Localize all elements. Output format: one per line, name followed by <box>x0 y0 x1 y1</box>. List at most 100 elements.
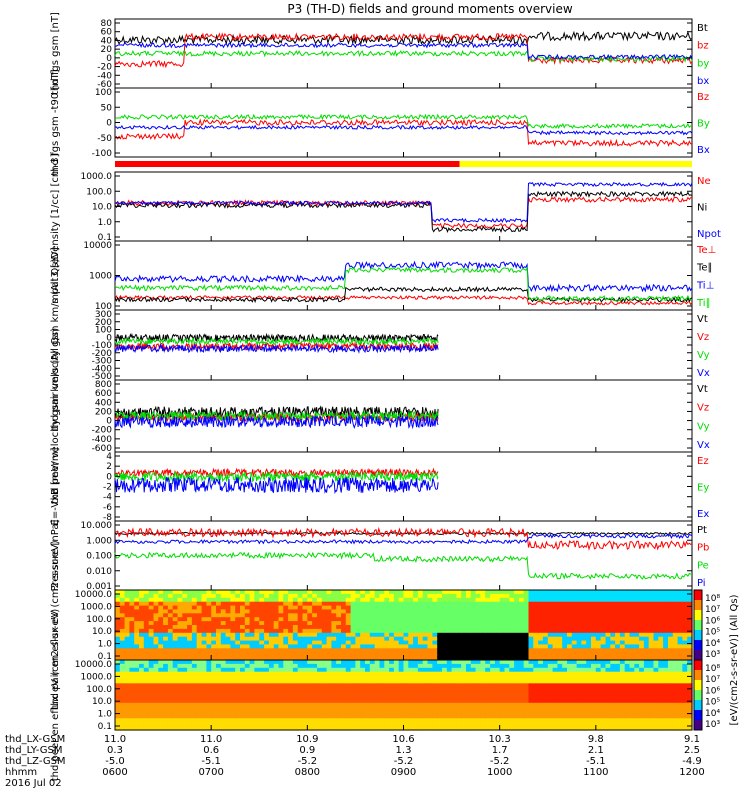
heat-cell <box>658 714 664 719</box>
heat-cell <box>148 683 155 688</box>
heat-cell <box>648 679 655 684</box>
heat-cell <box>341 718 347 723</box>
heat-cell <box>115 593 121 599</box>
heat-cell <box>672 621 679 626</box>
heat-cell <box>461 683 467 688</box>
heat-cell <box>191 613 198 618</box>
heat-cell <box>225 652 231 657</box>
heat-cell <box>216 648 222 653</box>
heat-cell <box>648 683 655 688</box>
heat-cell <box>682 590 688 595</box>
heat-cell <box>533 613 539 618</box>
heat-cell <box>403 663 409 669</box>
heat-cell <box>182 706 188 712</box>
heat-cell <box>365 648 371 653</box>
heat-cell <box>307 675 313 681</box>
heat-cell <box>119 663 126 669</box>
heat-cell <box>211 632 217 638</box>
heat-cell <box>369 636 376 642</box>
heat-cell <box>417 617 424 622</box>
heat-cell <box>163 636 169 642</box>
heat-cell <box>600 625 606 630</box>
heat-cell <box>360 644 366 649</box>
heat-cell <box>307 593 313 599</box>
heat-cell <box>523 722 530 727</box>
heat-cell <box>249 687 255 692</box>
heat-cell <box>249 625 255 630</box>
heat-cell <box>576 636 582 642</box>
heat-cell <box>672 683 679 688</box>
heat-cell <box>307 609 313 614</box>
heat-cell <box>552 667 558 673</box>
heat-cell <box>552 590 558 595</box>
heat-cell <box>475 726 481 731</box>
heat-cell <box>442 590 448 595</box>
heat-cell <box>672 663 679 669</box>
heat-cell <box>115 679 121 684</box>
heat-cell <box>442 593 448 599</box>
heat-cell <box>230 632 236 638</box>
heat-cell <box>663 648 669 653</box>
heat-cell <box>249 698 255 704</box>
heat-cell <box>408 625 414 630</box>
heat-cell <box>163 656 169 661</box>
heat-cell <box>624 609 631 614</box>
heat-cell <box>139 636 145 642</box>
heat-cell <box>153 683 159 688</box>
heat-cell <box>345 683 352 688</box>
heat-cell <box>672 679 679 684</box>
heat-cell <box>292 605 299 611</box>
y-tick-label: 80 <box>101 19 113 29</box>
heat-cell <box>321 632 328 638</box>
heat-cell <box>624 695 631 700</box>
heat-cell <box>283 698 289 704</box>
heat-cell <box>451 710 457 716</box>
heat-cell <box>134 621 140 626</box>
heat-cell <box>278 660 284 665</box>
y-tick-label: -60 <box>97 80 112 90</box>
heat-cell <box>331 609 337 614</box>
heat-cell <box>417 726 424 731</box>
heat-cell <box>129 675 135 681</box>
heat-cell <box>562 702 568 708</box>
heat-cell <box>393 726 400 731</box>
heat-cell <box>518 593 525 599</box>
heat-cell <box>557 609 563 614</box>
heat-cell <box>514 718 520 723</box>
heat-cell <box>350 667 356 673</box>
heat-cell <box>562 644 568 649</box>
heat-cell <box>254 601 260 607</box>
heat-cell <box>225 714 231 719</box>
series-Bx <box>114 124 693 136</box>
heat-cell <box>668 675 674 681</box>
heat-cell <box>422 714 429 719</box>
heat-cell <box>129 683 135 688</box>
heat-cell <box>326 722 332 727</box>
heat-cell <box>538 726 544 731</box>
heat-cell <box>533 609 539 614</box>
heat-cell <box>624 726 631 731</box>
heat-cell <box>389 722 395 727</box>
heat-cell <box>581 613 587 618</box>
heat-cell <box>288 593 294 599</box>
heat-cell <box>384 687 390 692</box>
heat-cell <box>663 675 669 681</box>
heat-cell <box>668 660 674 665</box>
heat-cell <box>264 706 270 712</box>
heat-cell <box>220 656 227 661</box>
heat-cell <box>312 663 318 669</box>
heat-cell <box>619 601 626 607</box>
heat-cell <box>336 691 342 696</box>
heat-cell <box>668 663 674 669</box>
heat-cell <box>653 679 659 684</box>
heat-cell <box>422 706 429 712</box>
heat-cell <box>172 632 179 638</box>
heat-cell <box>398 613 405 618</box>
heat-cell <box>600 621 606 626</box>
heat-cell <box>634 621 640 626</box>
heat-cell <box>432 691 438 696</box>
heat-cell <box>365 683 371 688</box>
heat-cell <box>206 609 212 614</box>
heat-cell <box>302 714 308 719</box>
